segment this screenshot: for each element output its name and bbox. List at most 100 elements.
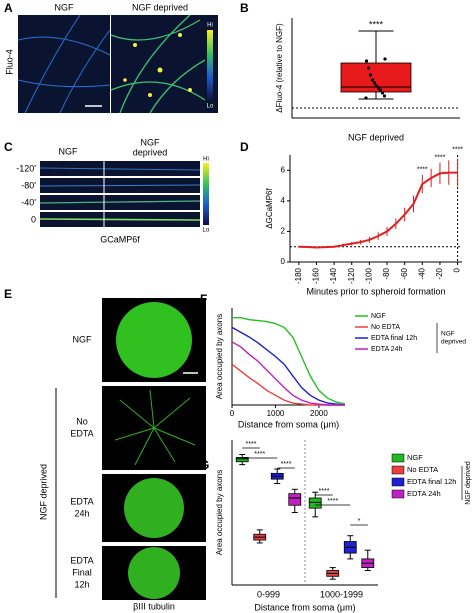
data-point [368, 73, 373, 77]
caption: GCaMP6f [100, 234, 140, 244]
significance: **** [434, 154, 445, 161]
x-axis-label: NGF deprived [348, 132, 404, 142]
y-tick-label: 2 [281, 227, 286, 236]
row-label: EDTA [70, 496, 93, 506]
x-tick-label: -160 [312, 267, 321, 284]
legend-swatch [391, 453, 405, 463]
swellings [123, 33, 192, 97]
micrograph-strips [39, 161, 201, 227]
x-tick-label: -60 [400, 267, 409, 279]
data-point [366, 66, 371, 70]
x-tick-label: -100 [364, 267, 373, 284]
colorbar [207, 30, 213, 100]
significance: **** [254, 451, 265, 458]
row-label: 24h [74, 508, 89, 518]
box [340, 62, 412, 93]
data-point [374, 84, 379, 88]
colorbar-label: Lo [203, 228, 210, 234]
row-label: -80' [21, 180, 36, 190]
data-point [376, 86, 381, 90]
legend-group: deprived [441, 339, 466, 346]
line [231, 341, 345, 406]
image-label: NGF [141, 137, 161, 147]
x-tick-label: -40 [417, 267, 426, 279]
legend-group: NGF [441, 331, 455, 338]
legend-label: EDTA 24h [407, 489, 441, 498]
y-tick-label: 6 [281, 165, 286, 174]
panel-label: C [4, 140, 13, 154]
legend-group: NGF deprived [465, 461, 472, 505]
colorbar-label: Lo [207, 104, 214, 110]
y-axis-label: Area occupied by axons [215, 314, 224, 399]
significance: * [358, 518, 361, 525]
spheroid [116, 302, 192, 378]
y-axis-label: Area occupied by axons [215, 470, 224, 555]
axon [39, 184, 201, 187]
box [235, 456, 249, 463]
colorbar [203, 163, 209, 225]
row-label: 0 [31, 214, 36, 224]
axon [39, 167, 201, 171]
significance: **** [281, 461, 292, 468]
data-point [372, 81, 377, 85]
data-point [380, 91, 385, 95]
box [308, 497, 322, 509]
y-axis-label: ΔFluo-4 (relative to NGF) [275, 23, 284, 113]
data-point [378, 88, 383, 92]
y-tick-label: 4 [281, 196, 286, 205]
row-label: Final [72, 567, 92, 577]
legend-label: NGF [371, 313, 386, 320]
legend-label: NGF [407, 453, 423, 462]
x-tick-label: 1000-1999 [320, 589, 363, 599]
legend-swatch [391, 465, 405, 475]
y-axis-label: ΔGCaMP6f [265, 187, 274, 228]
y-tick-label: 0 [281, 257, 286, 266]
row-label: 12h [74, 579, 89, 589]
data-point [382, 94, 387, 98]
legend-swatch [391, 477, 405, 487]
box [288, 493, 302, 506]
panel-label: F [200, 292, 207, 306]
axon [39, 200, 201, 204]
x-axis-label: Distance from soma (μm) [238, 419, 339, 429]
legend-label: EDTA final 12h [371, 335, 417, 342]
axons [110, 14, 206, 114]
significance: **** [319, 488, 330, 495]
x-tick-label: 0-999 [257, 589, 280, 599]
legend-label: No EDTA [407, 465, 438, 474]
x-axis-label: Distance from soma (μm) [254, 602, 355, 612]
x-axis-label: Minutes prior to spheroid formation [306, 286, 445, 296]
data-point [383, 57, 387, 61]
x-tick-label: -80 [382, 267, 391, 279]
significance: **** [417, 167, 428, 174]
axons [17, 14, 111, 114]
colorbar-label: Hi [207, 23, 213, 29]
row-label: -120' [16, 163, 36, 173]
image-label: NGF deprived [132, 2, 188, 12]
data-point [370, 78, 375, 82]
panel-label: A [4, 1, 13, 15]
x-tick-label: 0 [230, 409, 235, 418]
significance: **** [369, 19, 384, 29]
image-label: NGF [55, 2, 75, 12]
x-tick-label: -180 [294, 267, 303, 284]
legend-label: No EDTA [371, 324, 400, 331]
panel-label: D [240, 140, 249, 154]
caption: βIII tubulin [133, 601, 175, 611]
data-point [364, 96, 368, 100]
spheroid [128, 547, 180, 599]
colorbar-label: Hi [203, 157, 209, 163]
axon [39, 218, 201, 221]
image-label: NGF [59, 146, 79, 156]
image-label: deprived [133, 147, 168, 157]
image-ylabel: Fluo-4 [4, 49, 14, 75]
row-label: NGF [73, 334, 93, 344]
x-tick-label: 2000 [310, 409, 328, 418]
significance: **** [246, 441, 257, 448]
data-point [364, 59, 369, 63]
row-label: EDTA [70, 555, 93, 565]
panel-label: G [200, 458, 209, 472]
x-tick-label: 0 [453, 267, 462, 272]
significance: **** [327, 498, 338, 505]
